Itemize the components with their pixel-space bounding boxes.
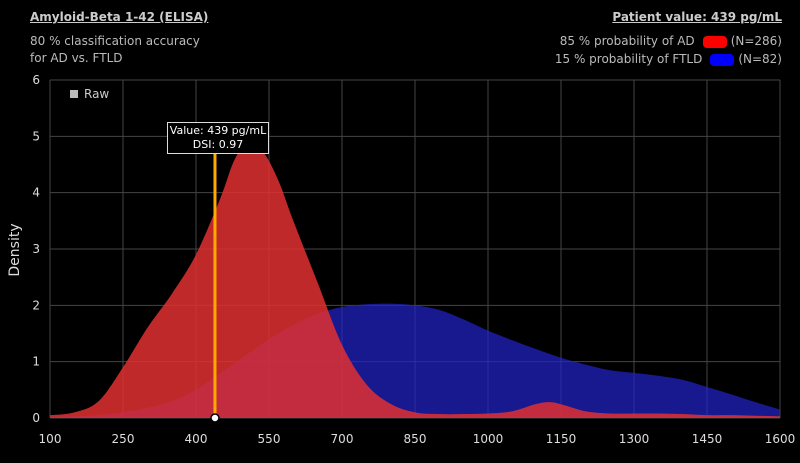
x-tick-label: 1300: [619, 432, 650, 446]
accuracy-line-2: for AD vs. FTLD: [30, 51, 123, 65]
patient-marker-dot: [210, 413, 220, 423]
y-tick-label: 1: [32, 355, 40, 369]
raw-toggle-icon: [70, 90, 78, 98]
y-tick-label: 5: [32, 129, 40, 143]
legend-ftld[interactable]: 15 % probability of FTLD (N=82): [555, 51, 782, 68]
x-tick-label: 850: [404, 432, 427, 446]
chart-title[interactable]: Amyloid-Beta 1-42 (ELISA): [30, 10, 209, 24]
value-tooltip: Value: 439 pg/mL DSI: 0.97: [167, 122, 269, 154]
x-tick-label: 550: [258, 432, 281, 446]
raw-toggle-label: Raw: [84, 87, 110, 101]
y-tick-label: 3: [32, 242, 40, 256]
x-tick-label: 100: [39, 432, 62, 446]
density-area-ad: [50, 141, 780, 419]
x-tick-label: 700: [331, 432, 354, 446]
x-tick-label: 400: [185, 432, 208, 446]
x-axis-ticks: 100 250 400 550 700 850 1000 1150 1300 1450 1600: [39, 432, 796, 446]
patient-marker: [210, 152, 220, 423]
y-tick-label: 0: [32, 411, 40, 425]
legend-ftld-swatch: [710, 53, 735, 66]
x-tick-label: 1000: [473, 432, 504, 446]
legend-ad[interactable]: 85 % probability of AD (N=286): [560, 33, 782, 50]
legend-ad-label: 85 % probability of AD: [559, 34, 695, 48]
x-tick-label: 1150: [546, 432, 577, 446]
raw-toggle[interactable]: Raw: [70, 87, 109, 101]
y-axis-ticks: 0 1 2 3 4 5 6: [32, 73, 40, 425]
tooltip-dsi: DSI: 0.97: [192, 138, 244, 151]
accuracy-line-1: 80 % classification accuracy: [30, 34, 200, 48]
legend-ad-count: (N=286): [730, 34, 782, 48]
y-tick-label: 2: [32, 298, 40, 312]
legend-ftld-label: 15 % probability of FTLD: [554, 52, 703, 66]
legend-ftld-count: (N=82): [738, 52, 782, 66]
density-areas: [50, 141, 780, 419]
y-axis-label: Density: [7, 223, 23, 276]
y-tick-label: 4: [32, 186, 40, 200]
x-tick-label: 1600: [765, 432, 796, 446]
patient-value[interactable]: Patient value: 439 pg/mL: [612, 10, 782, 24]
tooltip-value: Value: 439 pg/mL: [169, 124, 267, 137]
x-tick-label: 250: [112, 432, 135, 446]
x-tick-label: 1450: [692, 432, 723, 446]
legend-ad-swatch: [702, 35, 727, 48]
y-tick-label: 6: [32, 73, 40, 87]
